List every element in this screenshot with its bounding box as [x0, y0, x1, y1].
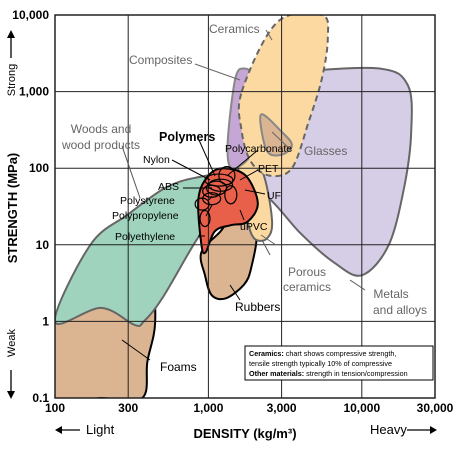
x-tick-label: 300 — [118, 401, 138, 415]
x-tick-label: 1,000 — [193, 401, 223, 415]
note-line3: Other materials: strength in tension/com… — [249, 369, 408, 378]
y-tick-label: 10,000 — [12, 8, 49, 22]
y-tick-label: 0.1 — [32, 391, 49, 405]
note-frame — [244, 345, 434, 381]
leader-line — [208, 195, 213, 201]
porous-ceramics-label-line2: ceramics — [283, 280, 331, 294]
heavy-label: Heavy — [370, 422, 407, 437]
note-line2: tensile strength typically 10% of compre… — [249, 359, 392, 368]
y-tick-label: 100 — [29, 161, 49, 175]
uf-label: UF — [267, 190, 281, 202]
leader-line — [239, 209, 245, 221]
abs-label: ABS — [158, 181, 179, 193]
down-arrow-icon — [7, 391, 15, 399]
polycarbonate-label: Polycarbonate — [225, 143, 292, 155]
x-tick-label: 100 — [45, 401, 65, 415]
nylon-label: Nylon — [143, 154, 170, 166]
polystyrene-label: Polystyrene — [120, 195, 175, 207]
strong-label: Strong — [6, 64, 18, 96]
leader-line — [349, 279, 366, 291]
leader-line — [260, 234, 277, 246]
leader-line — [194, 63, 241, 81]
tick-labels: 100 300 1,000 3,000 10,000 30,000 0.1 1 10 100 1,0… — [12, 8, 453, 415]
up-arrow-icon — [7, 30, 15, 38]
note-ceramics-text: chart shows compressive strength, — [284, 349, 397, 358]
y-tick-label: 1,000 — [19, 85, 49, 99]
y-tick-label: 10 — [36, 238, 50, 252]
x-axis-title: DENSITY (kg/m³) — [193, 426, 296, 441]
polymer-subclass-ellipses — [194, 166, 238, 228]
weak-label: Weak — [6, 329, 18, 357]
leader-line — [229, 284, 241, 301]
uf-ellipse — [218, 166, 236, 186]
upvc-ellipse — [224, 185, 238, 205]
axis-titles: DENSITY (kg/m³) STRENGTH (MPa) Light Heavy S… — [5, 30, 437, 441]
metals-label-line2: and alloys — [373, 303, 427, 317]
note-ceramics-heading: Ceramics: — [249, 349, 284, 358]
leader-line — [271, 131, 293, 152]
pet-label: PET — [258, 163, 279, 175]
ceramics-label: Ceramics — [209, 22, 260, 36]
metals-label-line1: Metals — [373, 287, 408, 301]
right-arrow-icon — [430, 426, 437, 434]
polymers-label: Polymers — [159, 130, 215, 144]
note-other-text: strength in tension/compression — [304, 369, 407, 378]
polypropylene-label: Polypropylene — [112, 210, 179, 222]
porous-ceramics-label-line1: Porous — [288, 265, 326, 279]
light-label: Light — [86, 422, 115, 437]
rubbers-label: Rubbers — [235, 300, 280, 314]
material-regions — [55, 15, 413, 398]
left-arrow-icon — [55, 426, 62, 434]
polyethylene-label: Polyethylene — [115, 231, 175, 243]
note-line1: Ceramics: chart shows compressive streng… — [249, 349, 396, 358]
leader-line — [265, 29, 273, 41]
leader-line — [227, 149, 259, 176]
leader-line — [171, 159, 211, 181]
leader-line — [239, 169, 259, 181]
leader-line — [205, 204, 213, 217]
leader-line — [198, 139, 216, 177]
composites-label: Composites — [129, 53, 192, 67]
region-glasses — [259, 113, 293, 157]
leader-line — [121, 145, 141, 199]
polyethylene-ellipse — [199, 209, 211, 228]
y-tick-label: 1 — [42, 314, 49, 328]
x-tick-label: 30,000 — [417, 401, 454, 415]
leader-line — [121, 339, 151, 361]
plot-frame — [54, 14, 436, 399]
note-other-heading: Other materials: — [249, 369, 304, 378]
leader-line — [244, 189, 266, 195]
woods-label-line2: wood products — [61, 138, 140, 152]
note-box: Ceramics: chart shows compressive streng… — [244, 345, 434, 381]
leader-line — [261, 239, 271, 256]
region-ceramics — [237, 15, 330, 178]
region-labels: Ceramics Composites Woods and wood products… — [61, 22, 427, 374]
polypropylene-ellipse — [194, 197, 210, 211]
grid-lines — [54, 14, 436, 399]
upvc-label: uPVC — [240, 221, 268, 233]
woods-label-line1: Woods and — [71, 122, 132, 136]
glasses-label: Glasses — [304, 144, 347, 158]
label-leader-lines — [121, 29, 366, 361]
x-tick-label: 3,000 — [267, 401, 297, 415]
x-tick-label: 10,000 — [343, 401, 380, 415]
y-axis-title: STRENGTH (MPa) — [5, 153, 20, 264]
foams-label: Foams — [160, 360, 197, 374]
